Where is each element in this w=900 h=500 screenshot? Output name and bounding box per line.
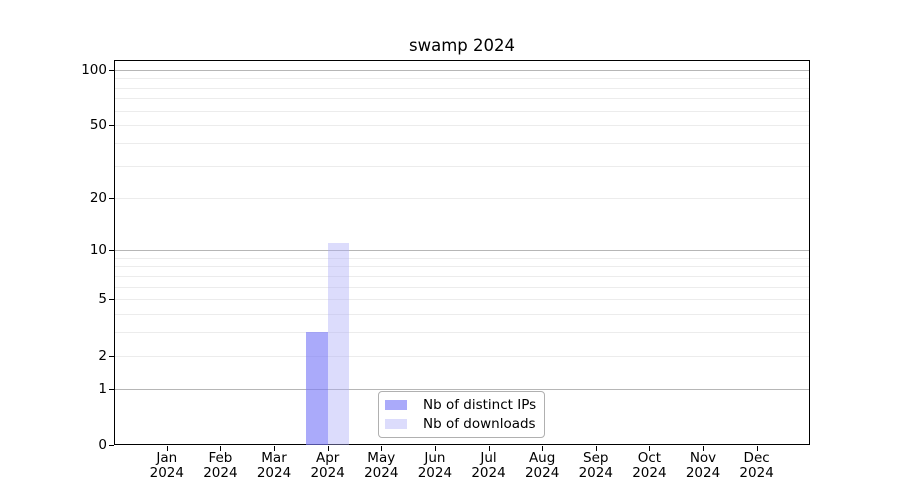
gridline-major — [115, 69, 809, 71]
gridline-minor — [115, 98, 809, 100]
legend-entry: Nb of downloads — [385, 415, 538, 434]
gridline-minor — [115, 125, 809, 127]
x-tick-mark — [220, 446, 222, 451]
y-tick-label: 1 — [98, 380, 107, 397]
x-tick-mark — [327, 446, 329, 451]
x-tick-mark — [703, 446, 704, 451]
bar-downloads — [327, 243, 350, 445]
y-tick-label: 50 — [89, 117, 107, 134]
bar-distinct-ips — [306, 332, 328, 445]
x-tick-label: Jul 2024 — [471, 450, 506, 481]
legend-entry: Nb of distinct IPs — [385, 396, 538, 415]
x-tick-label: Apr 2024 — [310, 450, 345, 481]
y-tick-label: 20 — [89, 189, 107, 206]
gridline-minor — [115, 78, 809, 80]
y-tick-label: 10 — [89, 242, 107, 259]
legend-label: Nb of distinct IPs — [423, 397, 537, 414]
gridline-minor — [115, 87, 809, 89]
gridline-minor — [115, 197, 809, 199]
x-tick-mark — [166, 446, 168, 451]
gridline-minor — [115, 165, 809, 167]
gridline-minor — [115, 275, 809, 277]
y-tick-label: 2 — [98, 347, 107, 364]
x-tick-label: Sep 2024 — [578, 450, 613, 481]
x-tick-mark — [274, 446, 276, 451]
gridline-minor — [115, 143, 809, 145]
legend-swatch — [385, 400, 407, 411]
x-tick-label: Feb 2024 — [203, 450, 238, 481]
gridline-major — [115, 388, 809, 390]
gridline-minor — [115, 299, 809, 301]
gridline-minor — [115, 314, 809, 316]
gridline-minor — [115, 110, 809, 112]
y-tick-mark — [109, 355, 114, 357]
gridline-major — [115, 250, 809, 252]
x-tick-label: Nov 2024 — [685, 450, 721, 481]
x-tick-mark — [542, 446, 544, 451]
gridline-minor — [115, 286, 809, 288]
gridline-minor — [115, 257, 809, 259]
y-tick-mark — [109, 388, 114, 390]
y-tick-label: 0 — [98, 437, 107, 453]
x-tick-mark — [649, 446, 651, 451]
x-tick-mark — [595, 446, 597, 451]
y-tick-mark — [109, 250, 114, 252]
y-tick-label: 100 — [81, 61, 107, 78]
legend-swatch — [385, 418, 407, 429]
y-tick-label: 5 — [98, 291, 107, 308]
gridline-minor — [115, 332, 809, 334]
y-tick-mark — [109, 69, 114, 71]
x-tick-mark — [381, 446, 383, 451]
gridline-minor — [115, 266, 809, 268]
x-tick-mark — [488, 446, 490, 451]
legend-label: Nb of downloads — [423, 415, 536, 432]
legend: Nb of distinct IPs Nb of downloads — [378, 391, 545, 438]
y-tick-mark — [109, 197, 114, 199]
x-tick-label: Jun 2024 — [417, 450, 453, 481]
y-tick-mark — [109, 299, 114, 301]
x-tick-label: May 2024 — [364, 450, 399, 481]
y-tick-mark — [109, 445, 114, 446]
x-tick-mark — [434, 446, 436, 451]
gridline-minor — [115, 355, 809, 357]
plot-area — [114, 60, 810, 445]
chart-title: swamp 2024 — [409, 36, 515, 55]
x-tick-label: Jan 2024 — [149, 450, 184, 481]
x-tick-label: Oct 2024 — [632, 450, 667, 481]
x-tick-label: Aug 2024 — [524, 450, 560, 481]
x-tick-label: Dec 2024 — [739, 450, 774, 481]
x-tick-label: Mar 2024 — [256, 450, 292, 481]
x-tick-mark — [756, 446, 758, 451]
y-tick-mark — [109, 125, 114, 127]
